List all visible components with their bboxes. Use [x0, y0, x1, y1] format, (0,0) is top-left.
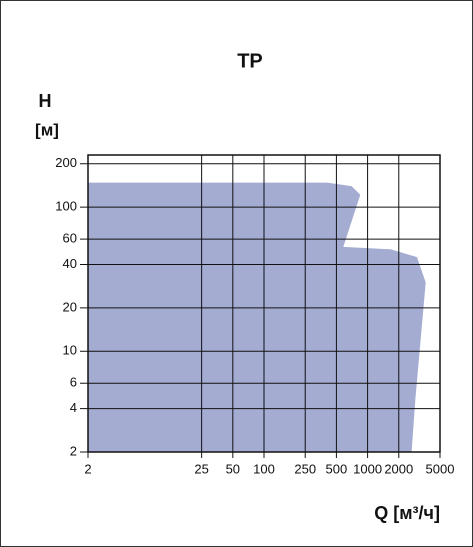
- y-tick-label: 200: [55, 155, 77, 170]
- x-tick-label: 25: [194, 461, 208, 476]
- x-tick-label: 2: [84, 461, 91, 476]
- y-tick-label: 20: [63, 299, 77, 314]
- x-tick-label: 2000: [384, 461, 413, 476]
- x-tick-label: 500: [326, 461, 348, 476]
- y-tick-label: 40: [63, 256, 77, 271]
- y-tick-label: 2: [70, 443, 77, 458]
- y-tick-label: 10: [63, 343, 77, 358]
- x-axis-label: Q [м³/ч]: [374, 503, 440, 523]
- chart-title: TP: [237, 50, 263, 72]
- x-tick-label: 5000: [426, 461, 455, 476]
- y-tick-label: 100: [55, 199, 77, 214]
- y-tick-label: 60: [63, 231, 77, 246]
- x-tick-label: 1000: [353, 461, 382, 476]
- y-tick-label: 4: [70, 400, 77, 415]
- y-axis-unit: [м]: [35, 120, 59, 139]
- x-tick-label: 100: [253, 461, 275, 476]
- x-tick-label: 250: [294, 461, 316, 476]
- area: [88, 182, 426, 452]
- plot-border: [87, 154, 441, 453]
- x-tick-label: 50: [226, 461, 240, 476]
- y-axis-label: H: [39, 91, 52, 111]
- y-tick-label: 6: [70, 375, 77, 390]
